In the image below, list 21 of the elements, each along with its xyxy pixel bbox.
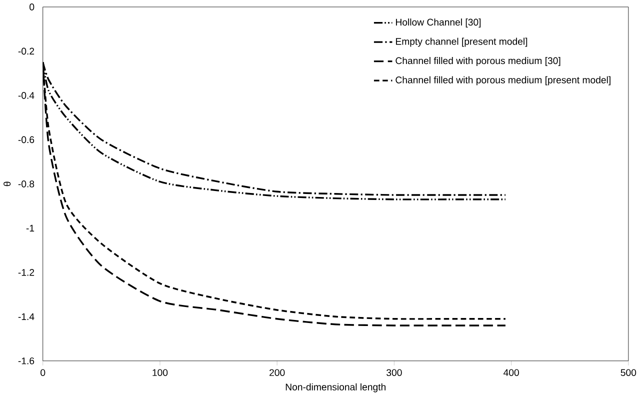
x-tick-label: 400 bbox=[504, 369, 519, 376]
x-tick-label: 0 bbox=[40, 369, 46, 376]
y-axis-title: θ bbox=[4, 182, 11, 186]
y-tick-label: -0.4 bbox=[18, 92, 34, 99]
y-tick-label: -0.2 bbox=[18, 48, 34, 55]
legend-label: Empty channel [present model] bbox=[396, 38, 528, 47]
x-tick-label: 500 bbox=[620, 369, 636, 376]
y-tick-label: -0.8 bbox=[18, 180, 34, 188]
legend-label: Hollow Channel [30] bbox=[396, 18, 481, 28]
x-tick-label: 200 bbox=[270, 369, 285, 376]
legend-label: Channel filled with porous medium [present model] bbox=[396, 76, 610, 86]
y-tick-label: -0.6 bbox=[18, 136, 34, 144]
x-axis-title: Non-dimensional length bbox=[286, 383, 386, 392]
y-tick-label: -1 bbox=[26, 224, 34, 232]
y-tick-label: -1.6 bbox=[18, 358, 34, 364]
x-tick-label: 100 bbox=[152, 369, 168, 376]
x-tick-label: 300 bbox=[386, 369, 402, 376]
legend-label: Channel filled with porous medium [30] bbox=[396, 57, 560, 66]
y-tick-label: -1.4 bbox=[18, 313, 34, 320]
y-tick-label: -1.2 bbox=[18, 269, 34, 276]
y-tick-label: 0 bbox=[30, 4, 34, 10]
